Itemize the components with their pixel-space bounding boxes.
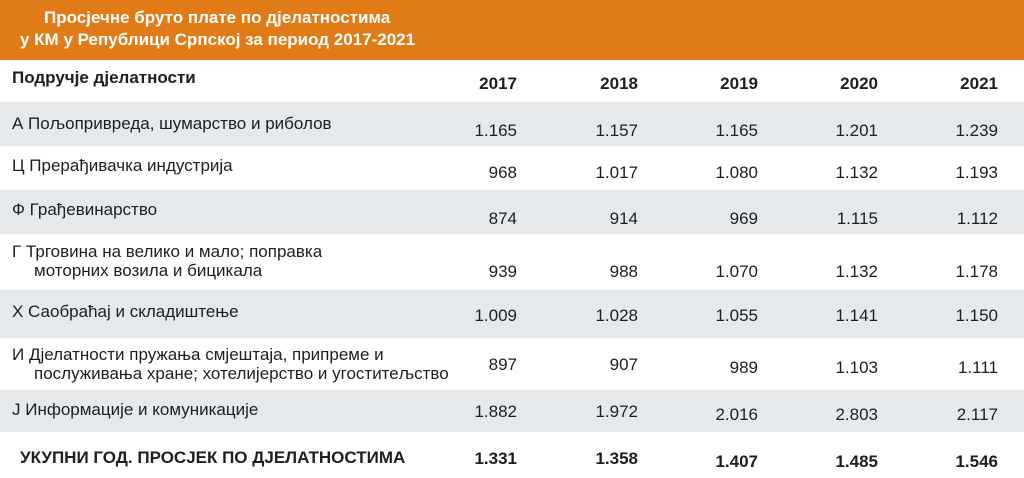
row-label: Ц Прерађивачка индустрија bbox=[12, 156, 233, 175]
cell-2018: 914 bbox=[609, 209, 638, 228]
cell-2018: 988 bbox=[609, 262, 638, 281]
table-header: Подручје дјелатности 2017 2018 2019 2020… bbox=[0, 60, 1024, 102]
cell-2019: 1.165 bbox=[715, 121, 758, 140]
cell-2017: 897 bbox=[488, 355, 517, 374]
cell-2020: 1.201 bbox=[835, 121, 878, 140]
cell-2018: 1.028 bbox=[595, 306, 638, 325]
title-banner: Просјечне бруто плате по дјелатностима у… bbox=[0, 0, 1024, 60]
cell-2018: 1.972 bbox=[595, 402, 638, 421]
cell-2021: 1.150 bbox=[955, 306, 998, 325]
column-header-2017: 2017 bbox=[479, 74, 517, 93]
cell-2019: 1.070 bbox=[715, 262, 758, 281]
cell-2017: 968 bbox=[488, 163, 517, 182]
cell-2019: 2.016 bbox=[715, 405, 758, 424]
cell-2021: 1.112 bbox=[956, 209, 998, 228]
column-header-2018: 2018 bbox=[600, 74, 638, 93]
cell-2017: 1.009 bbox=[474, 306, 517, 325]
total-2017: 1.331 bbox=[474, 449, 517, 468]
total-row: УКУПНИ ГОД. ПРОСЈЕК ПО ДЈЕЛАТНОСТИМА 1.3… bbox=[0, 432, 1024, 478]
cell-2020: 1.132 bbox=[835, 163, 878, 182]
table-row: И Дјелатности пружања смјештаја, припрем… bbox=[0, 338, 1024, 390]
total-2020: 1.485 bbox=[835, 452, 878, 471]
cell-2017: 874 bbox=[488, 209, 517, 228]
title-line-2: у КМ у Републици Српској за период 2017-… bbox=[20, 30, 416, 49]
cell-2020: 1.132 bbox=[835, 262, 878, 281]
cell-2020: 1.141 bbox=[835, 306, 878, 325]
total-2018: 1.358 bbox=[595, 449, 638, 468]
total-2021: 1.546 bbox=[955, 452, 998, 471]
cell-2017: 1.882 bbox=[474, 402, 517, 421]
column-header-activity: Подручје дјелатности bbox=[12, 68, 196, 87]
title-line-1: Просјечне бруто плате по дјелатностима bbox=[44, 8, 391, 27]
cell-2017: 939 bbox=[488, 262, 517, 281]
cell-2017: 1.165 bbox=[474, 121, 517, 140]
cell-2020: 1.103 bbox=[835, 358, 878, 377]
row-label-line-2: моторних возила и бицикала bbox=[34, 261, 263, 280]
table-row: А Пољопривреда, шумарство и риболов 1.16… bbox=[0, 102, 1024, 146]
cell-2019: 969 bbox=[729, 209, 758, 228]
table-row: Ф Грађевинарство 874 914 969 1.115 1.112 bbox=[0, 190, 1024, 234]
total-label: УКУПНИ ГОД. ПРОСЈЕК ПО ДЈЕЛАТНОСТИМА bbox=[20, 448, 406, 467]
cell-2019: 989 bbox=[729, 358, 758, 377]
cell-2019: 1.080 bbox=[715, 163, 758, 182]
column-header-2019: 2019 bbox=[720, 74, 758, 93]
cell-2019: 1.055 bbox=[715, 306, 758, 325]
cell-2021: 1.111 bbox=[957, 358, 998, 377]
row-label: Х Саобраћај и складиштење bbox=[12, 302, 239, 321]
cell-2020: 1.115 bbox=[836, 209, 878, 228]
total-2019: 1.407 bbox=[715, 452, 758, 471]
cell-2018: 1.017 bbox=[595, 163, 638, 182]
row-label: Ј Информације и комуникације bbox=[12, 400, 259, 419]
cell-2018: 1.157 bbox=[595, 121, 638, 140]
table-row: Ј Информације и комуникације 1.882 1.972… bbox=[0, 390, 1024, 432]
cell-2021: 1.239 bbox=[955, 121, 998, 140]
table-row: Х Саобраћај и складиштење 1.009 1.028 1.… bbox=[0, 290, 1024, 338]
row-label: Ф Грађевинарство bbox=[12, 200, 158, 219]
row-label-line-2: послуживања хране; хотелијерство и угост… bbox=[34, 364, 449, 383]
cell-2021: 1.178 bbox=[955, 262, 998, 281]
cell-2020: 2.803 bbox=[835, 405, 878, 424]
table-row: Ц Прерађивачка индустрија 968 1.017 1.08… bbox=[0, 146, 1024, 190]
cell-2021: 2.117 bbox=[956, 405, 998, 424]
row-label: А Пољопривреда, шумарство и риболов bbox=[12, 114, 332, 133]
row-label-line-1: И Дјелатности пружања смјештаја, припрем… bbox=[12, 345, 384, 364]
row-label-line-1: Г Трговина на велико и мало; поправка bbox=[12, 242, 323, 261]
cell-2018: 907 bbox=[609, 355, 638, 374]
table-row: Г Трговина на велико и мало; поправка мо… bbox=[0, 234, 1024, 290]
column-header-2021: 2021 bbox=[960, 74, 998, 93]
cell-2021: 1.193 bbox=[955, 163, 998, 182]
column-header-2020: 2020 bbox=[840, 74, 878, 93]
